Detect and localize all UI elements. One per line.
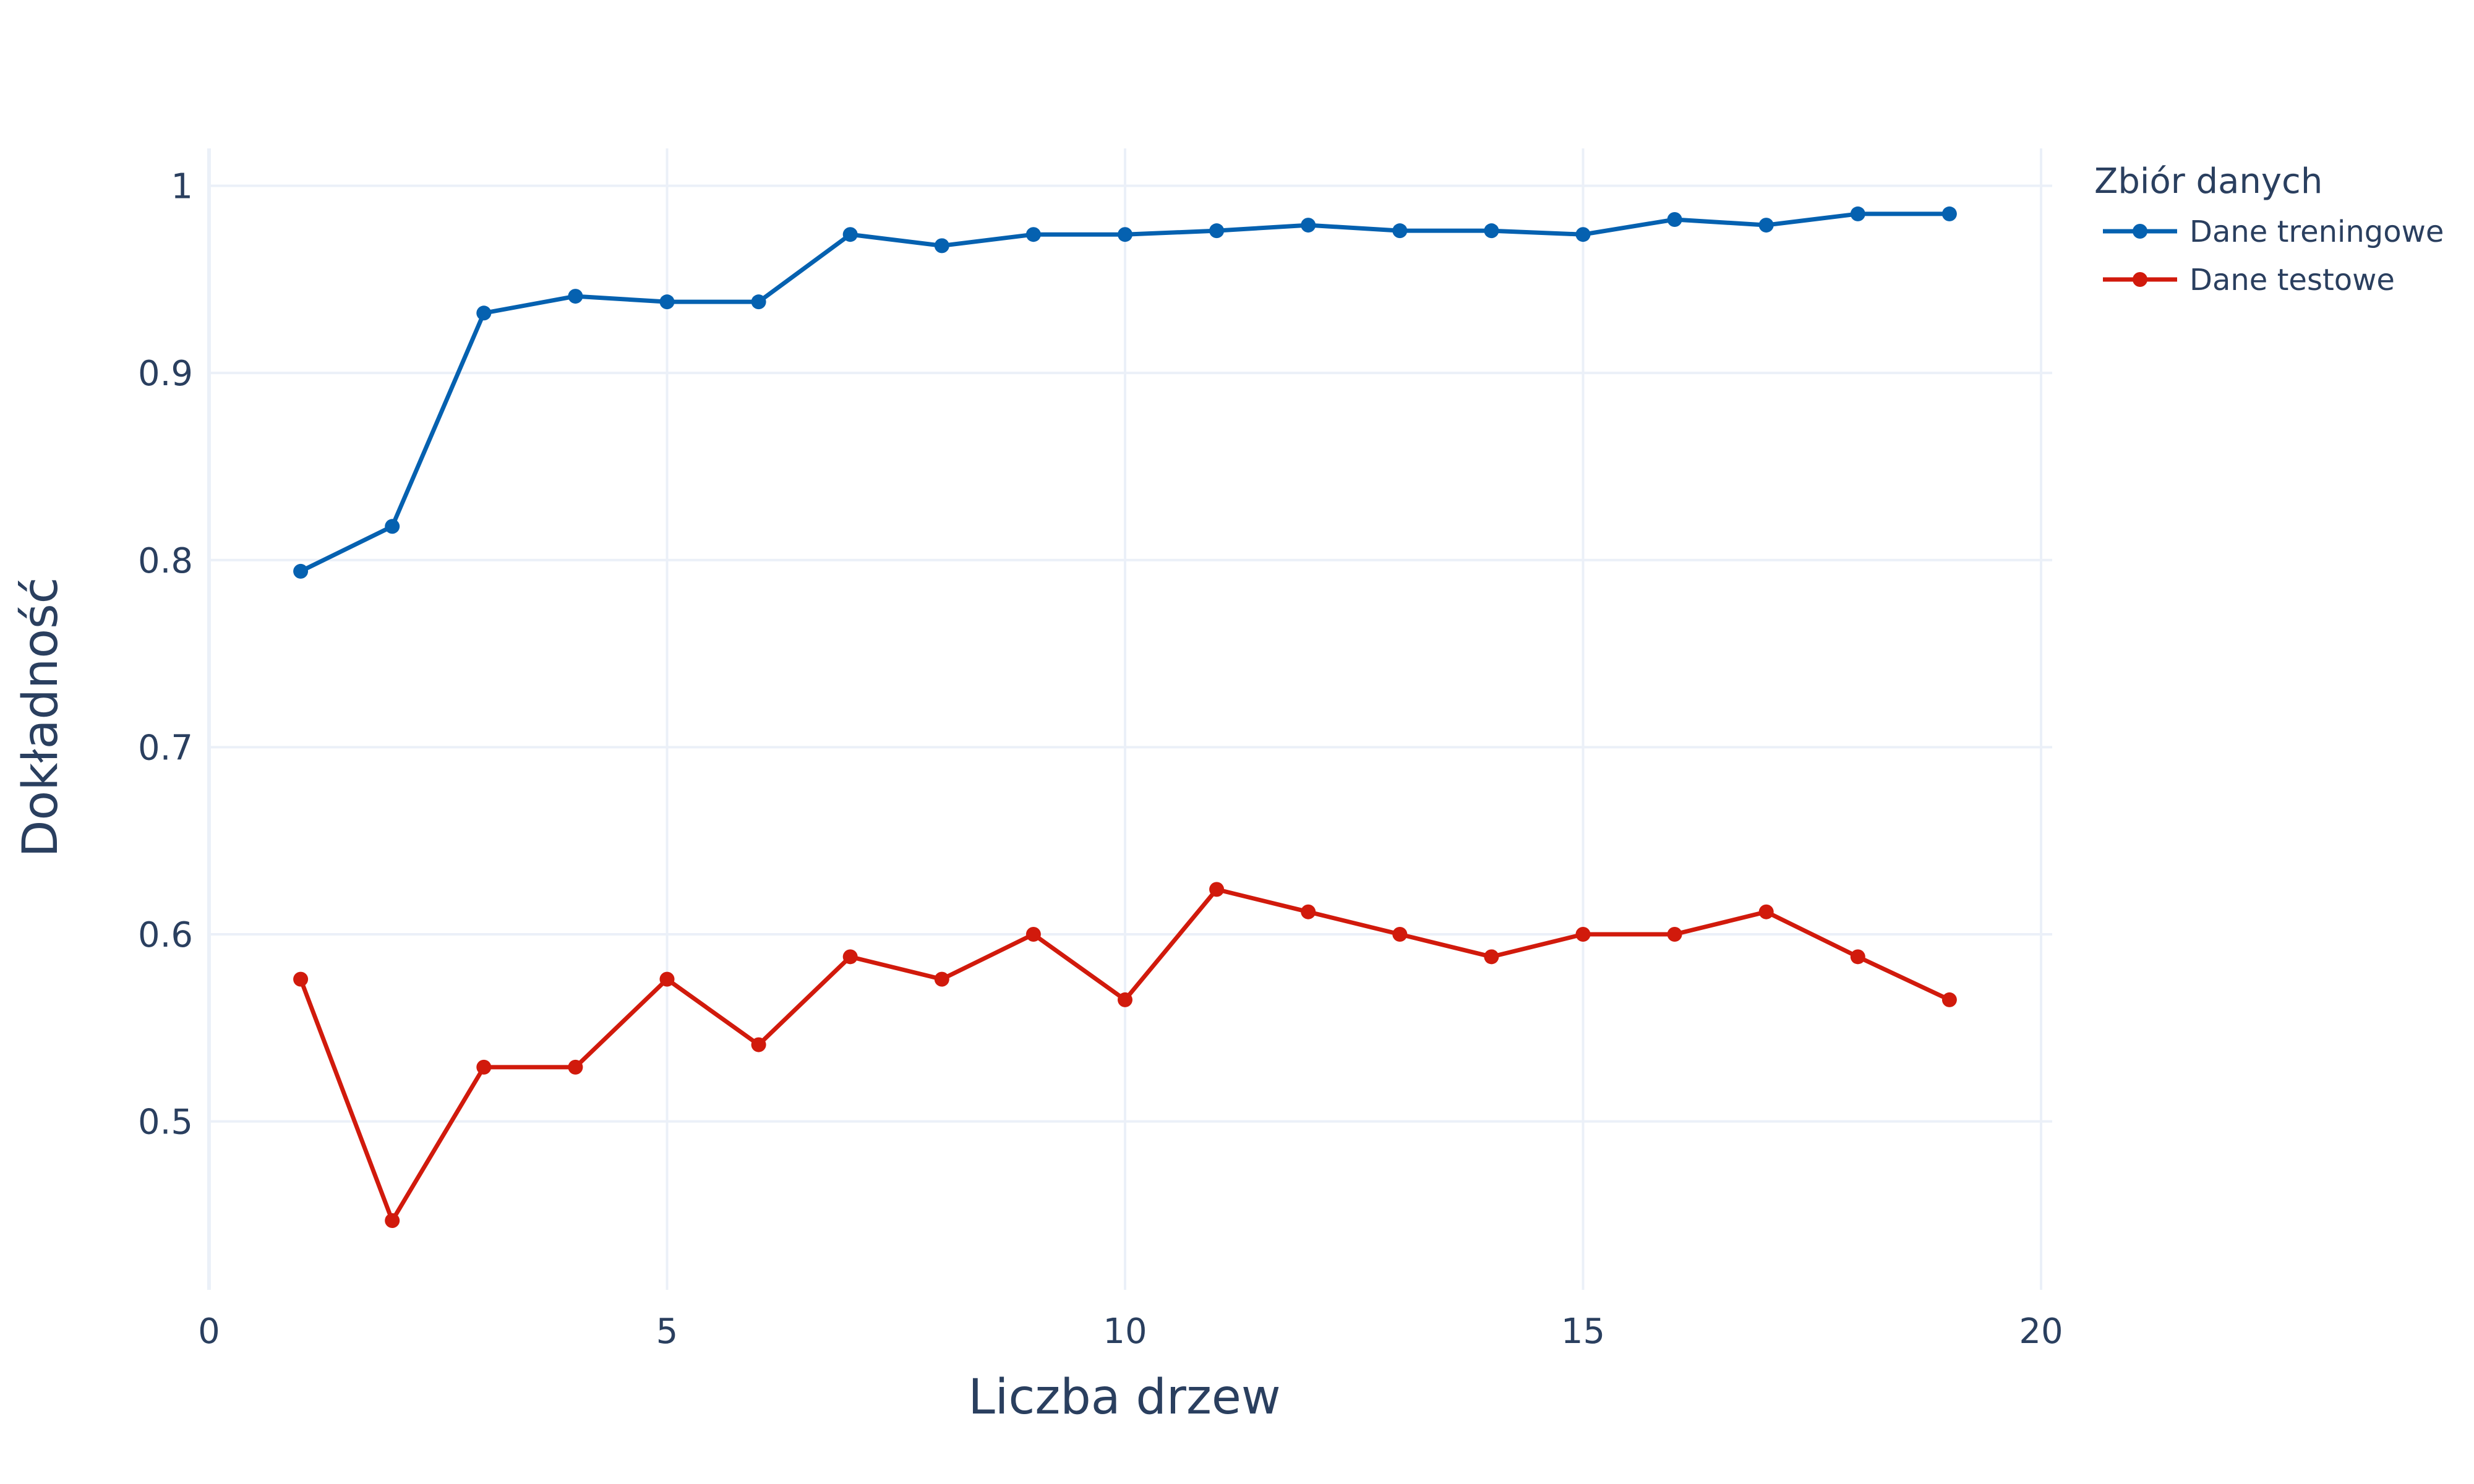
data-point (1941, 206, 1957, 221)
data-point (568, 1059, 583, 1075)
data-point (1941, 992, 1957, 1007)
y-axis-title: Dokładność (13, 577, 69, 857)
x-tick-label: 10 (1103, 1311, 1147, 1352)
data-point (751, 1037, 766, 1052)
y-tick-label: 0.6 (138, 915, 193, 955)
x-tick-label: 0 (198, 1311, 220, 1352)
data-point (934, 971, 949, 987)
data-point (1575, 227, 1591, 242)
data-point (842, 949, 858, 965)
data-point (293, 971, 309, 987)
y-tick-label: 1 (171, 167, 193, 207)
data-point (1667, 927, 1682, 942)
legend-label: Dane treningowe (2189, 215, 2444, 249)
y-tick-label: 0.5 (138, 1102, 193, 1143)
data-point (1850, 206, 1865, 221)
data-point (751, 294, 766, 310)
data-point (1118, 227, 1132, 242)
data-point (1301, 904, 1316, 919)
x-tick-label: 5 (656, 1311, 678, 1352)
data-point (293, 563, 309, 579)
y-tick-label: 0.7 (138, 728, 193, 768)
grid (209, 148, 2052, 1290)
data-point (1575, 927, 1591, 942)
legend[interactable]: Zbiór danych Dane treningowe Dane testowe (2094, 161, 2444, 297)
series-1 (293, 206, 1957, 579)
data-point (385, 519, 400, 534)
data-point (842, 227, 858, 242)
data-point (1392, 927, 1408, 942)
data-point (1667, 211, 1682, 227)
data-point (568, 289, 583, 304)
series-2 (293, 882, 1957, 1229)
x-tick-label: 15 (1561, 1311, 1605, 1352)
legend-label: Dane testowe (2189, 263, 2395, 297)
data-point (385, 1213, 400, 1229)
data-point (1758, 218, 1774, 233)
legend-swatch-marker (2133, 224, 2147, 239)
data-point (934, 238, 949, 254)
data-point (1209, 882, 1225, 897)
legend-swatch-marker (2133, 272, 2147, 287)
data-point (659, 971, 675, 987)
y-tick-label: 0.9 (138, 354, 193, 394)
series-layer (293, 206, 1957, 1229)
legend-items: Dane treningowe Dane testowe (2103, 215, 2444, 297)
data-point (1025, 227, 1041, 242)
data-point (1484, 949, 1499, 965)
data-point (476, 305, 492, 321)
y-tick-label: 0.8 (138, 541, 193, 581)
x-tick-label: 20 (2019, 1311, 2063, 1352)
legend-item: Dane testowe (2103, 263, 2395, 297)
legend-title: Zbiór danych (2094, 161, 2322, 202)
legend-item: Dane treningowe (2103, 215, 2444, 249)
data-point (476, 1059, 492, 1075)
data-point (659, 294, 675, 310)
data-point (1209, 223, 1225, 239)
data-point (1301, 218, 1316, 233)
data-point (1025, 927, 1041, 942)
x-axis-title: Liczba drzew (968, 1370, 1280, 1425)
data-point (1850, 949, 1865, 965)
tick-labels: 0 5 10 15 20 0.5 0.6 0.7 0.8 0.9 1 (138, 167, 2063, 1352)
data-point (1758, 904, 1774, 919)
data-point (1484, 223, 1499, 239)
data-point (1118, 992, 1132, 1007)
data-point (1392, 223, 1408, 239)
